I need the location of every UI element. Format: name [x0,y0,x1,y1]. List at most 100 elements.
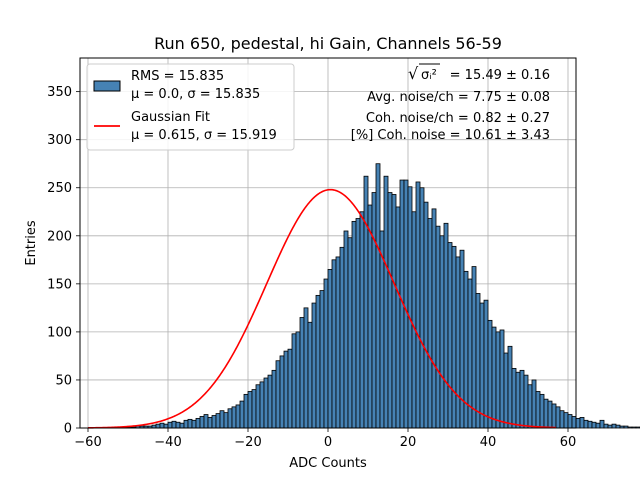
histogram-bar [259,381,265,429]
histogram-bar [559,410,565,429]
histogram-bar [191,419,197,429]
histogram-bar [523,374,529,429]
y-axis-label: Entries [24,220,39,266]
histogram-bar [427,218,433,429]
histogram-bar [627,426,633,429]
histogram-bar [599,419,605,429]
histogram-bar [583,419,589,429]
histogram-bar [531,379,537,429]
legend-histogram-swatch [93,80,121,92]
axis-ticks: −60 −40 −20 0 20 40 60 0 50 100 150 200 250 300 350 [47,85,576,450]
histogram-bar [263,377,269,429]
x-tick-label: 40 [480,435,497,450]
histogram-bar [591,421,597,429]
histogram-bar [515,371,521,429]
histogram-bar [271,369,277,429]
histogram-bar [407,186,413,429]
sqrt-radicand: σᵢ² [421,68,437,83]
histogram-bar [451,245,457,429]
avg-noise-annotation: Avg. noise/ch = 7.75 ± 0.08 [367,90,550,105]
histogram-bar [295,331,301,429]
histogram-bar [239,400,245,429]
histogram-bar [311,302,317,429]
histogram-bar [291,333,297,429]
histogram-bar [195,417,201,429]
histogram-bar [339,246,345,429]
annotation-total-noise: √ σᵢ² = 15.49 ± 0.16 [408,63,550,83]
histogram-bar [391,194,397,429]
histogram-bar [231,406,237,429]
histogram-bar [371,192,377,429]
x-tick-label: 20 [400,435,417,450]
histogram-bar [435,225,441,429]
histogram-bar [575,417,581,429]
histogram-bar [491,326,497,429]
histogram-bar [251,389,257,429]
histogram-bar [563,412,569,429]
sqrt-symbol: √ [408,64,419,83]
histogram-bar [307,321,313,429]
x-tick-label: −60 [74,435,101,450]
histogram-bar [607,424,613,429]
histogram-bar [395,206,401,429]
histogram-bar [287,348,293,429]
histogram-bar [475,293,481,429]
histogram-bar [323,278,329,429]
legend-fit-stats: μ = 0.615, σ = 15.919 [131,128,277,143]
histogram-bar [551,403,557,429]
histogram-bar [215,413,221,429]
histogram-bar [299,317,305,429]
histogram-bar [479,302,485,429]
y-tick-label: 300 [47,133,72,148]
histogram-bar [503,352,509,429]
noise-annotations: √ σᵢ² = 15.49 ± 0.16 Avg. noise/ch = 7.7… [351,63,550,143]
y-tick-label: 200 [47,229,72,244]
histogram-bar [183,419,189,429]
x-tick-label: −20 [234,435,261,450]
histogram-bar [319,290,325,429]
histogram-bar [615,424,621,429]
gaussian-fit-curve [87,188,557,429]
histogram-bar [219,410,225,429]
histogram-bar [403,179,409,429]
histogram-bar [499,329,505,429]
y-tick-label: 100 [47,325,72,340]
histogram-bar [163,423,169,429]
histogram-bar [351,220,357,429]
histogram-bar [471,266,477,429]
y-tick-label: 0 [64,422,72,437]
histogram-bar [571,416,577,429]
y-tick-label: 350 [47,85,72,100]
histogram-bar [431,208,437,429]
histogram-bar [487,319,493,429]
histogram-bar [227,408,233,429]
histogram-bar [327,269,333,429]
histogram-bar [415,181,421,429]
histogram-bar [387,192,393,429]
histogram-bar [511,368,517,429]
histogram-bar [315,294,321,429]
histogram-bar [211,415,217,429]
legend-histogram-label: RMS = 15.835 [131,69,224,84]
histogram-bar [331,259,337,429]
histogram-bar [347,237,353,429]
histogram-bar [283,350,289,429]
histogram-bar [175,421,181,429]
histogram-bar [535,391,541,429]
histogram-bar [447,242,453,429]
histogram-bar [303,307,309,429]
histogram-bar [595,422,601,429]
histogram-bar [275,360,281,429]
histogram-bar [587,420,593,429]
histogram-bar [555,406,561,429]
histogram-bar [419,187,425,429]
histogram-bar [279,355,285,429]
histogram-bar [207,417,213,429]
histogram-bar [443,222,449,429]
total-noise-value: = 15.49 ± 0.16 [450,68,550,83]
histogram-bar [495,331,501,429]
y-tick-label: 50 [55,373,72,388]
histogram-bar [507,345,513,429]
histogram-bar [171,420,177,429]
